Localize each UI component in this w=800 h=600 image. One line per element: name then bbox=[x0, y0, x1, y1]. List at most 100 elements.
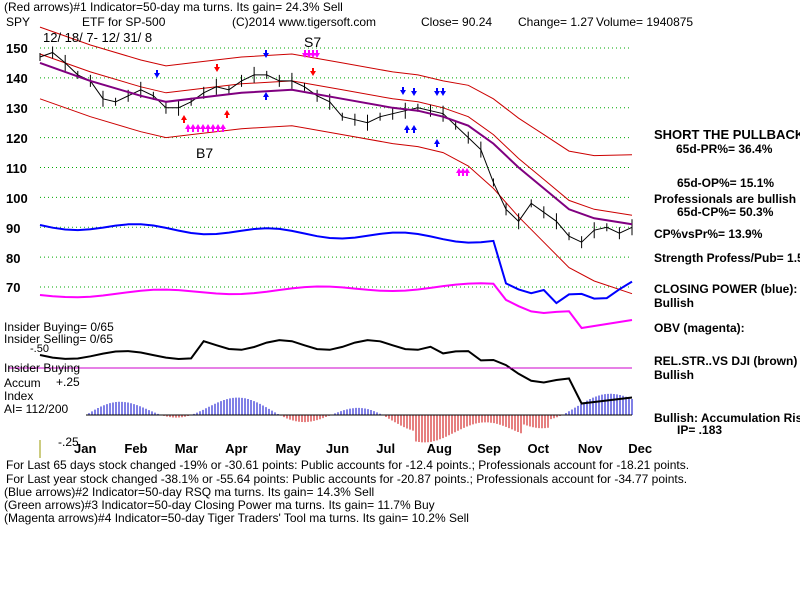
price-bands bbox=[39, 26, 633, 295]
footer-blue-arrows: (Blue arrows)#2 Indicator=50-day RSQ ma … bbox=[4, 485, 375, 499]
magenta-up-arrow bbox=[195, 124, 201, 132]
close-value: Close= 90.24 bbox=[421, 15, 493, 29]
professionals-bullish: Professionals are bullish bbox=[654, 192, 797, 206]
blue-up-arrow bbox=[411, 125, 417, 133]
strength-ratio: Strength Profess/Pub= 1.5 bbox=[654, 251, 800, 265]
insider-buying-count: Insider Buying= 0/65 bbox=[4, 320, 114, 334]
month-label-dec: Dec bbox=[628, 441, 653, 456]
cp-value: 65d-CP%= 50.3% bbox=[677, 205, 774, 219]
upper-band bbox=[39, 26, 633, 157]
relstr-line bbox=[39, 339, 633, 405]
header-red-arrows: (Red arrows)#1 Indicator=50-day ma turns… bbox=[4, 0, 343, 14]
magenta-up-arrow bbox=[210, 124, 216, 132]
blue-up-arrow bbox=[404, 125, 410, 133]
y-tick-70: 70 bbox=[6, 280, 21, 295]
ma50-line bbox=[39, 61, 633, 226]
magenta-up-arrow bbox=[464, 168, 470, 176]
ip-value: IP= .183 bbox=[677, 423, 723, 437]
change-value: Change= 1.27 bbox=[518, 15, 594, 29]
month-label-jun: Jun bbox=[325, 441, 350, 456]
footer-65day: For Last 65 days stock changed -19% or -… bbox=[6, 458, 690, 472]
month-label-feb: Feb bbox=[124, 441, 148, 456]
y-tick-80: 80 bbox=[6, 251, 21, 266]
y-tick-90: 90 bbox=[6, 221, 21, 236]
magenta-down-arrow bbox=[306, 50, 312, 58]
month-label-nov: Nov bbox=[577, 441, 603, 456]
closing-power-line bbox=[39, 223, 633, 305]
pr-value: 65d-PR%= 36.4% bbox=[676, 142, 773, 156]
ai-value: AI= 112/200 bbox=[4, 402, 69, 416]
month-label-aug: Aug bbox=[426, 441, 452, 456]
relstr-status: Bullish bbox=[654, 368, 695, 382]
red-down-arrow bbox=[214, 64, 220, 72]
month-label-apr: Apr bbox=[225, 441, 248, 456]
obv-line bbox=[39, 282, 633, 330]
magenta-up-arrow bbox=[200, 124, 206, 132]
footer-magenta-arrows: (Magenta arrows)#4 Indicator=50-day Tige… bbox=[4, 511, 469, 525]
accum-plus-tick: +.25 bbox=[56, 375, 80, 389]
red-down-arrow bbox=[310, 68, 316, 76]
indicator-lines bbox=[39, 46, 633, 405]
y-tick-100: 100 bbox=[6, 191, 28, 206]
accum-minus-tick: -.25 bbox=[58, 435, 79, 449]
insider-buying-line-label: Insider Buying bbox=[4, 361, 81, 375]
magenta-down-arrow bbox=[302, 50, 308, 58]
magenta-up-arrow bbox=[460, 168, 466, 176]
magenta-down-arrow bbox=[310, 50, 316, 58]
accum-label: Accum bbox=[4, 376, 41, 390]
red-up-arrow bbox=[224, 110, 230, 118]
month-label-mar: Mar bbox=[174, 441, 198, 456]
magenta-up-arrow bbox=[190, 124, 196, 132]
accumulation-rising: Bullish: Accumulation Rising bbox=[654, 411, 800, 425]
b7-label: B7 bbox=[196, 145, 214, 161]
closing-power-status: Bullish bbox=[654, 296, 695, 310]
index-label: Index bbox=[4, 389, 34, 403]
y-tick-150: 150 bbox=[6, 41, 28, 56]
obv-label: OBV (magenta): bbox=[654, 321, 745, 335]
footer-green-arrows: (Green arrows)#3 Indicator=50-day Closin… bbox=[4, 498, 435, 512]
y-tick-130: 130 bbox=[6, 101, 28, 116]
blue-down-arrow bbox=[400, 87, 406, 95]
blue-down-arrow bbox=[411, 88, 417, 96]
magenta-up-arrow bbox=[185, 124, 191, 132]
insider-selling-count: Insider Selling= 0/65 bbox=[4, 332, 114, 346]
blue-down-arrow bbox=[434, 88, 440, 96]
month-label-sep: Sep bbox=[477, 441, 501, 456]
magenta-down-arrow bbox=[314, 50, 320, 58]
magenta-up-arrow bbox=[205, 124, 211, 132]
blue-down-arrow bbox=[440, 88, 446, 96]
gridlines bbox=[40, 47, 632, 288]
op-value: 65d-OP%= 15.1% bbox=[677, 176, 775, 190]
blue-down-arrow bbox=[263, 50, 269, 58]
blue-down-arrow bbox=[154, 70, 160, 78]
short-pullback-label: SHORT THE PULLBACK bbox=[654, 127, 800, 142]
copyright: (C)2014 www.tigersoft.com bbox=[232, 15, 377, 29]
ticker-description: ETF for SP-500 bbox=[82, 15, 166, 29]
blue-up-arrow bbox=[434, 139, 440, 147]
y-tick-140: 140 bbox=[6, 71, 28, 86]
month-label-oct: Oct bbox=[527, 441, 550, 456]
closing-power-label: CLOSING POWER (blue): bbox=[654, 282, 798, 296]
overlap-fragment: -.50 bbox=[30, 343, 49, 355]
ticker: SPY bbox=[6, 15, 31, 29]
y-tick-120: 120 bbox=[6, 131, 28, 146]
magenta-up-arrow bbox=[220, 124, 226, 132]
month-label-jan: Jan bbox=[74, 441, 97, 456]
relstr-label: REL.STR..VS DJI (brown) bbox=[654, 354, 798, 368]
price-line bbox=[39, 51, 633, 243]
date-range: 12/ 18/ 7- 12/ 31/ 8 bbox=[43, 30, 153, 45]
inner-band bbox=[39, 53, 633, 216]
magenta-up-arrow bbox=[456, 168, 462, 176]
magenta-up-arrow bbox=[215, 124, 221, 132]
s7-label: S7 bbox=[304, 34, 322, 50]
footer-year: For Last year stock changed -38.1% or -5… bbox=[6, 472, 688, 486]
month-label-jul: Jul bbox=[376, 441, 396, 456]
red-up-arrow bbox=[181, 115, 187, 123]
volume-value: Volume= 1940875 bbox=[596, 15, 694, 29]
y-tick-110: 110 bbox=[6, 161, 27, 176]
month-label-may: May bbox=[275, 441, 301, 456]
cp-vs-pr: CP%vsPr%= 13.9% bbox=[654, 227, 763, 241]
accumulation-index-bars bbox=[86, 393, 633, 443]
signal-arrows bbox=[154, 50, 470, 176]
